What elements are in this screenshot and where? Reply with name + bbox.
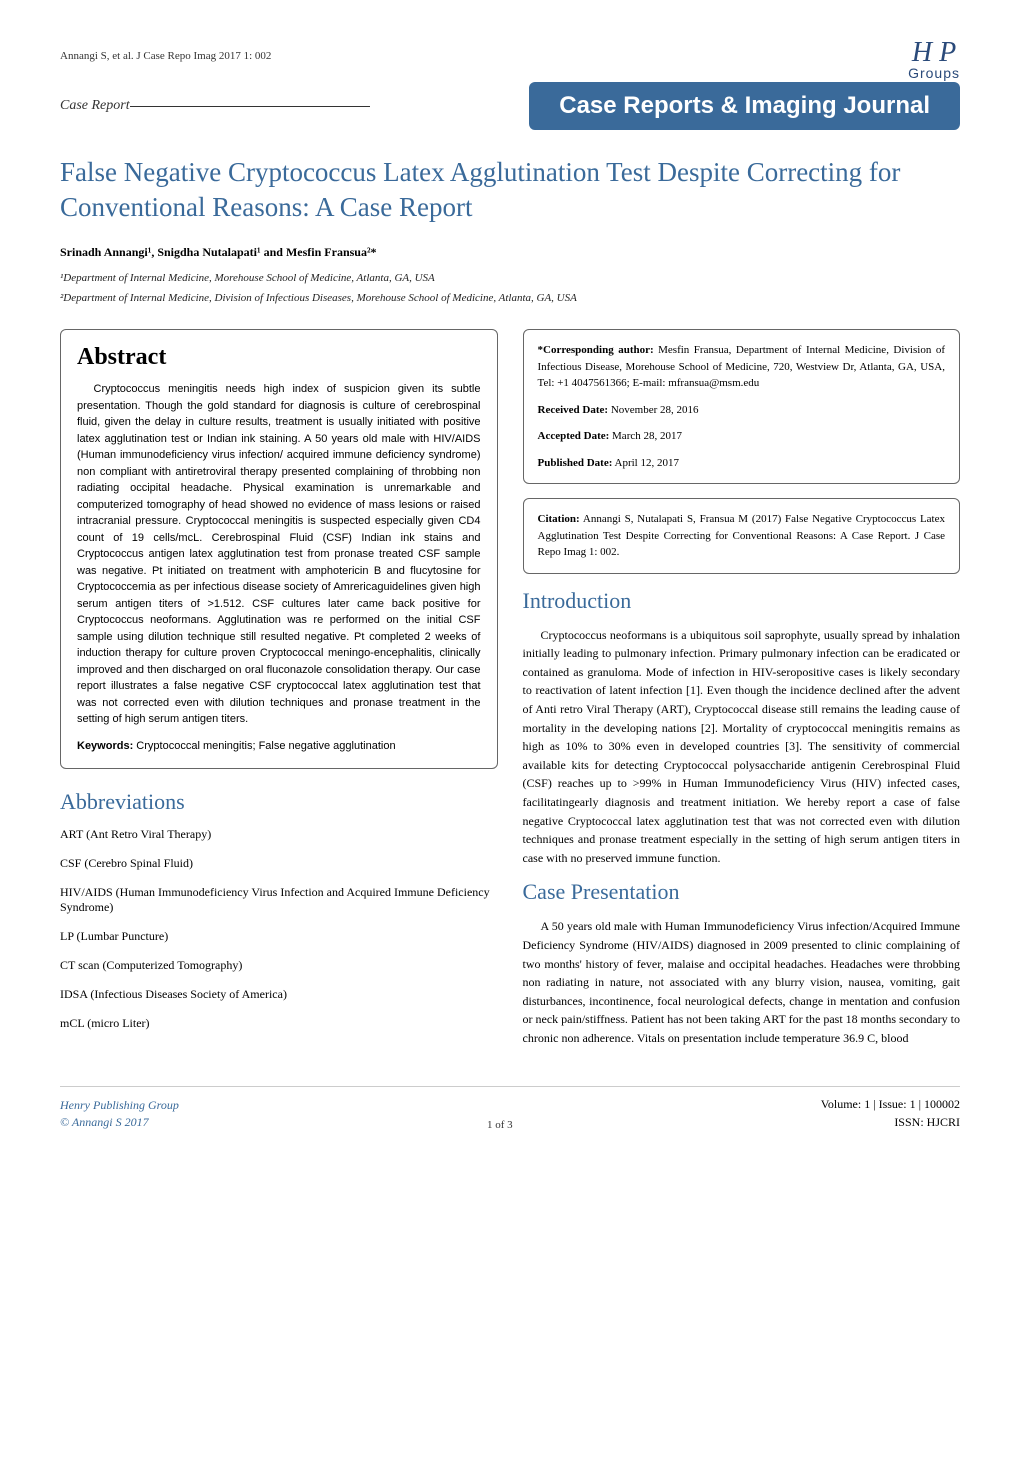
right-column: *Corresponding author: Mesfin Fransua, D…	[523, 329, 961, 1055]
accepted-label: Accepted Date:	[538, 430, 610, 442]
affiliation-1: ¹Department of Internal Medicine, Moreho…	[60, 272, 960, 284]
abbrev-item: ART (Ant Retro Viral Therapy)	[60, 827, 498, 842]
introduction-text: Cryptococcus neoformans is a ubiquitous …	[523, 626, 961, 868]
keywords-text: Cryptococcal meningitis; False negative …	[133, 740, 395, 752]
keywords: Keywords: Cryptococcal meningitis; False…	[77, 738, 481, 755]
keywords-label: Keywords:	[77, 740, 133, 752]
abbrev-item: LP (Lumbar Puncture)	[60, 929, 498, 944]
abbrev-item: CSF (Cerebro Spinal Fluid)	[60, 856, 498, 871]
abbrev-item: mCL (micro Liter)	[60, 1016, 498, 1031]
citation: Citation: Annangi S, Nutalapati S, Frans…	[538, 511, 946, 561]
abbreviations-heading: Abbreviations	[60, 789, 498, 815]
journal-banner: Case Reports & Imaging Journal	[529, 82, 960, 130]
published-label: Published Date:	[538, 457, 613, 469]
logo-sub: Groups	[908, 65, 960, 81]
affiliation-2: ²Department of Internal Medicine, Divisi…	[60, 292, 960, 304]
citation-text: Annangi S, Nutalapati S, Fransua M (2017…	[538, 513, 946, 558]
logo-text: H P	[908, 40, 960, 65]
two-column-layout: Abstract Cryptococcus meningitis needs h…	[60, 329, 960, 1055]
abbrev-item: CT scan (Computerized Tomography)	[60, 958, 498, 973]
footer-page: 1 of 3	[487, 1119, 513, 1131]
copyright: © Annangi S 2017	[60, 1114, 179, 1131]
case-report-label: Case Report	[60, 98, 130, 114]
introduction-heading: Introduction	[523, 588, 961, 614]
citation-box: Citation: Annangi S, Nutalapati S, Frans…	[523, 498, 961, 574]
corresponding-box: *Corresponding author: Mesfin Fransua, D…	[523, 329, 961, 484]
received-text: November 28, 2016	[608, 404, 698, 416]
banner-row: Case Report Case Reports & Imaging Journ…	[60, 82, 960, 130]
published-text: April 12, 2017	[612, 457, 679, 469]
case-heading: Case Presentation	[523, 879, 961, 905]
issn: ISSN: HJCRI	[821, 1113, 960, 1131]
abstract-text: Cryptococcus meningitis needs high index…	[77, 381, 481, 728]
publisher: Henry Publishing Group	[60, 1097, 179, 1114]
citation-brief: Annangi S, et al. J Case Repo Imag 2017 …	[60, 50, 960, 62]
abstract-heading: Abstract	[77, 344, 481, 371]
corresponding-author: *Corresponding author: Mesfin Fransua, D…	[538, 342, 946, 392]
published-date: Published Date: April 12, 2017	[538, 455, 946, 472]
accepted-date: Accepted Date: March 28, 2017	[538, 428, 946, 445]
case-text: A 50 years old male with Human Immunodef…	[523, 917, 961, 1047]
citation-label: Citation:	[538, 513, 580, 525]
volume: Volume: 1 | Issue: 1 | 100002	[821, 1095, 960, 1113]
received-label: Received Date:	[538, 404, 609, 416]
footer-left: Henry Publishing Group © Annangi S 2017	[60, 1097, 179, 1131]
footer-right: Volume: 1 | Issue: 1 | 100002 ISSN: HJCR…	[821, 1095, 960, 1131]
accepted-text: March 28, 2017	[609, 430, 682, 442]
article-title: False Negative Cryptococcus Latex Agglut…	[60, 155, 960, 225]
abbrev-item: IDSA (Infectious Diseases Society of Ame…	[60, 987, 498, 1002]
corresponding-label: *Corresponding author:	[538, 344, 654, 356]
authors: Srinadh Annangi¹, Snigdha Nutalapati¹ an…	[60, 245, 960, 260]
left-column: Abstract Cryptococcus meningitis needs h…	[60, 329, 498, 1055]
abbrev-item: HIV/AIDS (Human Immunodeficiency Virus I…	[60, 885, 498, 915]
footer: Henry Publishing Group © Annangi S 2017 …	[60, 1086, 960, 1131]
abstract-box: Abstract Cryptococcus meningitis needs h…	[60, 329, 498, 769]
logo: H P Groups	[908, 40, 960, 81]
received-date: Received Date: November 28, 2016	[538, 402, 946, 419]
